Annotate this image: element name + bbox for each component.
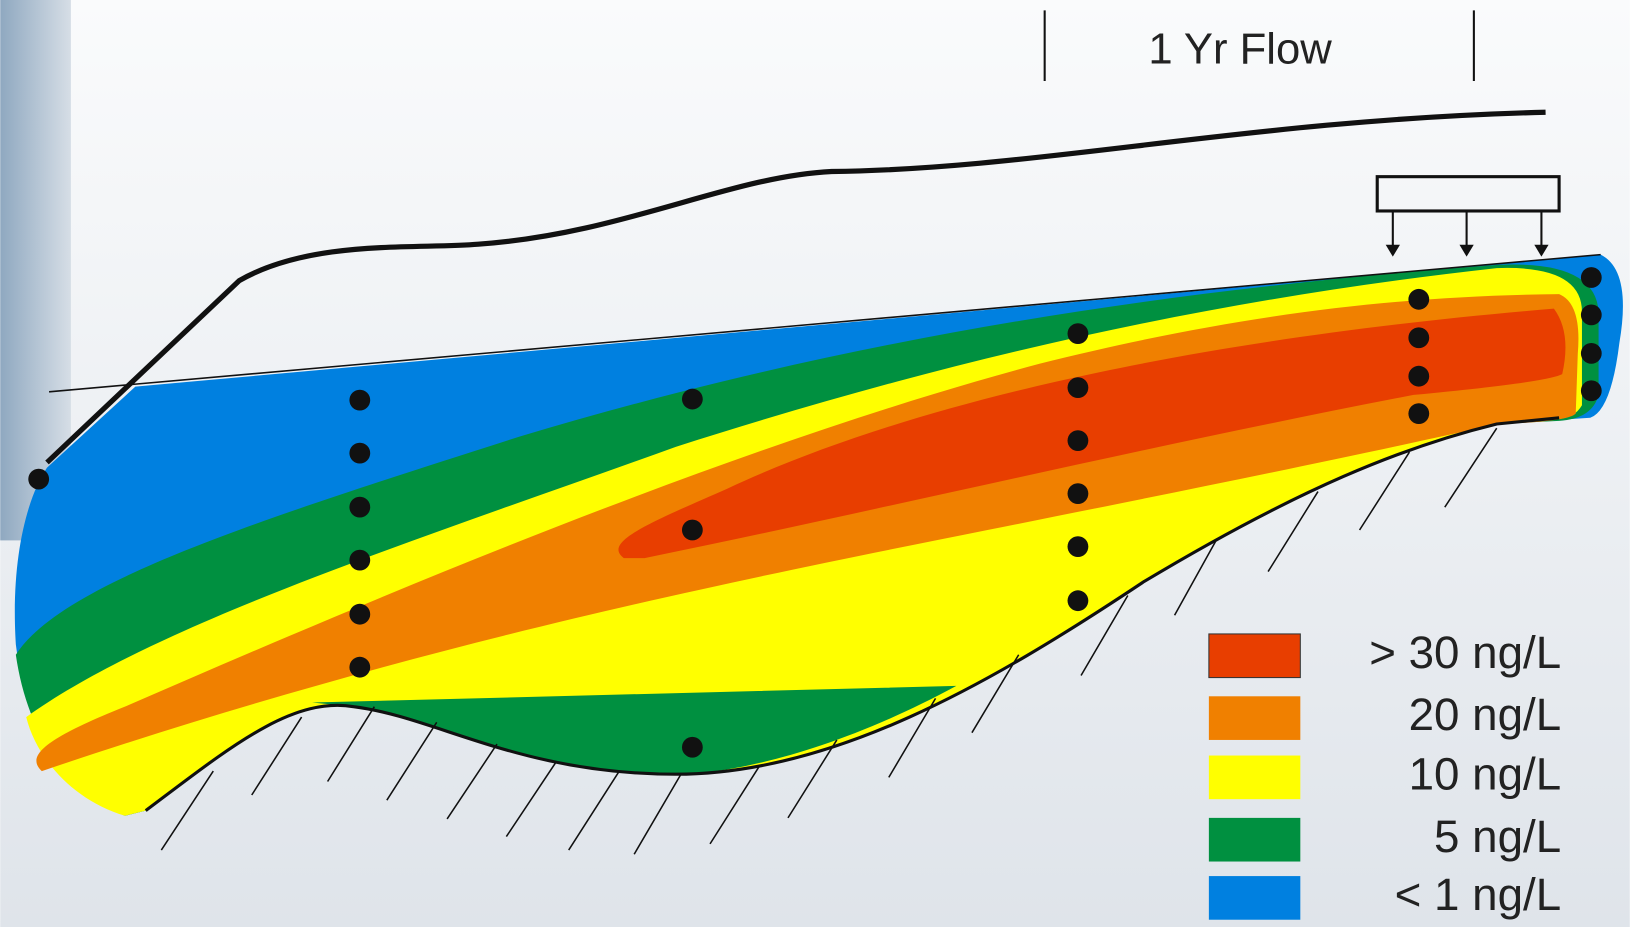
legend-label: 20 ng/L — [1409, 689, 1562, 740]
legend-swatch — [1208, 755, 1301, 800]
legend-swatch — [1208, 876, 1301, 920]
sample-points — [28, 267, 1602, 758]
lines — [45, 10, 1601, 855]
legend-label: 10 ng/L — [1409, 748, 1562, 799]
legend-swatch — [1208, 696, 1301, 740]
flow-label: 1 Yr Flow — [1148, 24, 1332, 73]
legend-swatch — [1208, 817, 1301, 862]
legend-label: < 1 ng/L — [1395, 869, 1562, 920]
plume — [14, 254, 1623, 816]
legend-label: > 30 ng/L — [1369, 627, 1561, 678]
legend: > 30 ng/L 20 ng/L 10 ng/L 5 ng/L < 1 ng/L — [1208, 627, 1562, 920]
legend-label: 5 ng/L — [1434, 811, 1561, 862]
legend-swatch — [1208, 633, 1301, 679]
